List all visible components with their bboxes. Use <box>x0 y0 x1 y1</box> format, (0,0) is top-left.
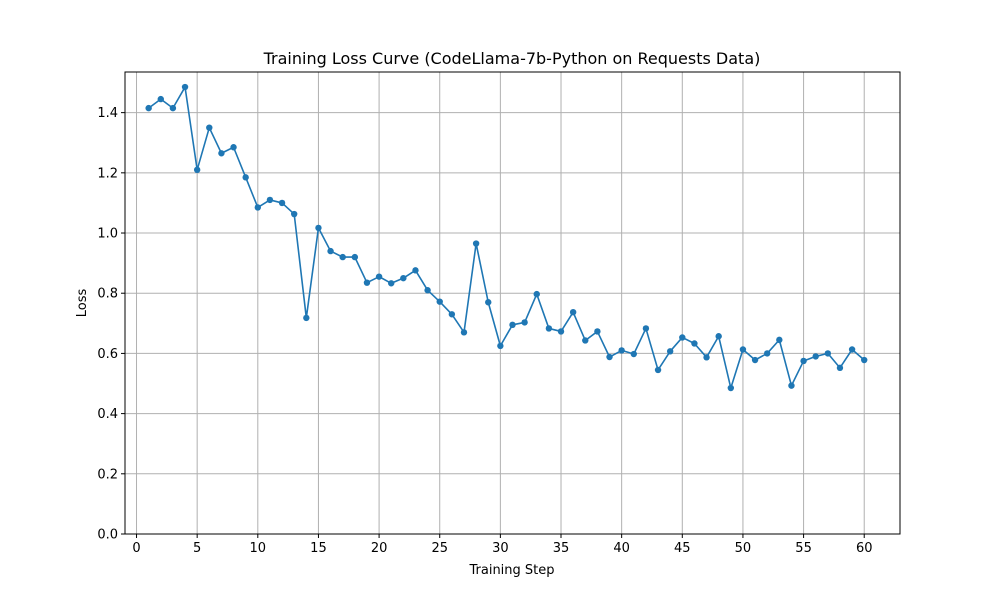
data-point <box>788 382 795 389</box>
loss-series <box>145 83 868 392</box>
data-point <box>630 350 637 358</box>
x-tick-label: 60 <box>856 541 873 556</box>
data-point <box>448 311 456 318</box>
data-point <box>618 347 625 354</box>
data-point <box>472 240 480 247</box>
data-point <box>569 308 577 316</box>
data-point <box>315 224 322 232</box>
data-point <box>254 204 262 211</box>
data-point <box>436 298 443 305</box>
data-point <box>193 166 201 174</box>
data-point <box>157 95 164 103</box>
x-tick-label: 55 <box>795 541 812 556</box>
data-point <box>545 325 553 332</box>
data-point <box>412 267 419 274</box>
y-tick-label: 1.0 <box>97 227 118 242</box>
y-tick-label: 0.0 <box>97 528 118 543</box>
data-point <box>278 199 286 207</box>
y-tick-label: 0.2 <box>97 467 118 482</box>
data-point <box>206 124 213 131</box>
y-tick-label: 0.4 <box>97 407 118 422</box>
data-point <box>327 247 334 255</box>
data-point <box>727 384 735 392</box>
data-point <box>824 350 832 357</box>
data-point <box>485 299 492 306</box>
data-point <box>715 333 722 340</box>
grid-lines <box>125 72 900 535</box>
data-point <box>460 329 468 336</box>
data-point <box>606 353 613 361</box>
data-point <box>763 350 771 357</box>
data-point <box>666 348 674 355</box>
data-point <box>242 174 249 181</box>
chart-title: Training Loss Curve (CodeLlama-7b-Python… <box>263 49 761 68</box>
y-axis-label: Loss <box>75 289 90 318</box>
data-point <box>751 356 759 364</box>
x-tick-label: 5 <box>193 541 201 556</box>
x-tick-label: 0 <box>132 541 140 556</box>
x-tick-label: 25 <box>431 541 448 556</box>
data-point <box>642 325 650 332</box>
data-point <box>388 280 395 287</box>
data-point <box>303 314 310 322</box>
data-point <box>848 346 856 353</box>
y-tick-label: 0.6 <box>97 347 118 362</box>
data-point <box>400 274 407 282</box>
x-tick-label: 20 <box>371 541 388 556</box>
y-tick-label: 0.8 <box>97 287 118 302</box>
y-tick-label: 1.4 <box>97 106 118 121</box>
data-point <box>509 321 516 329</box>
data-point <box>521 319 528 326</box>
data-point <box>776 336 783 344</box>
data-point <box>181 83 189 91</box>
axis-ticks: 0 5 10 15 20 25 30 35 40 45 50 55 60 0.0 0.2 0.4 0.6 0.8 1… <box>97 106 872 556</box>
data-point <box>582 337 589 344</box>
data-point <box>836 364 844 372</box>
data-point <box>800 357 807 365</box>
x-tick-label: 10 <box>250 541 267 556</box>
data-point <box>218 150 225 157</box>
data-point <box>679 334 686 341</box>
data-point <box>169 104 177 112</box>
data-point <box>497 342 504 350</box>
x-tick-label: 50 <box>735 541 752 556</box>
data-point <box>424 287 431 294</box>
data-point <box>290 210 298 218</box>
x-tick-label: 35 <box>553 541 570 556</box>
data-point <box>363 279 371 286</box>
x-tick-label: 45 <box>674 541 691 556</box>
loss-line <box>148 86 865 389</box>
x-tick-label: 40 <box>613 541 630 556</box>
data-point <box>861 356 868 364</box>
data-point <box>533 290 540 298</box>
data-point <box>739 346 747 353</box>
x-tick-label: 15 <box>310 541 327 556</box>
data-point <box>703 354 710 361</box>
data-point <box>339 253 346 261</box>
data-point <box>557 328 565 335</box>
data-point <box>691 340 698 347</box>
data-point <box>654 366 662 374</box>
data-point <box>145 104 152 112</box>
data-point <box>230 144 237 151</box>
data-point <box>812 353 819 360</box>
data-point <box>375 273 383 280</box>
y-tick-label: 1.2 <box>97 166 118 181</box>
plot-frame <box>124 71 901 535</box>
x-axis-label: Training Step <box>468 563 554 578</box>
data-point <box>594 328 601 335</box>
x-tick-label: 30 <box>492 541 509 556</box>
data-point <box>351 253 359 261</box>
data-point <box>266 196 274 204</box>
